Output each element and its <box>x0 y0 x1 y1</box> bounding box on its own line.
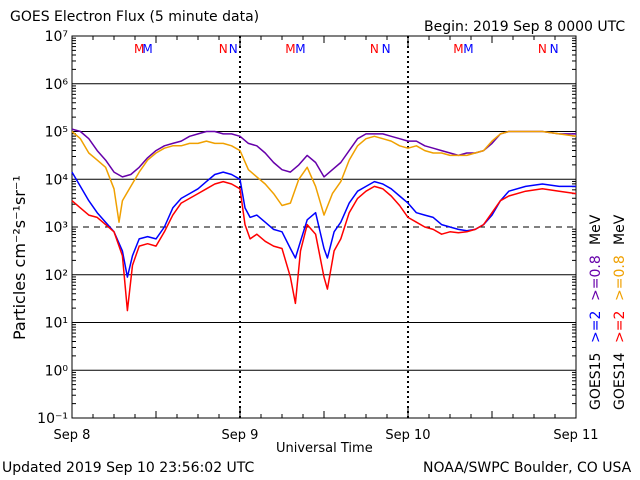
mn-marker: N <box>229 42 238 56</box>
mn-marker: M <box>134 42 144 56</box>
y-tick-label: 10⁷ <box>45 29 68 45</box>
mn-marker: M <box>285 42 295 56</box>
legend-label: GOES14 <box>612 352 628 410</box>
mn-marker: N <box>219 42 228 56</box>
x-tick-label: Sep 11 <box>553 428 598 443</box>
y-tick-label: 10⁴ <box>45 172 69 188</box>
x-axis-label: Universal Time <box>276 441 373 456</box>
series-line <box>71 180 577 312</box>
y-tick-label: 10³ <box>45 220 68 236</box>
begin-time: Begin: 2019 Sep 8 0000 UTC <box>424 19 626 35</box>
mn-marker: N <box>550 42 559 56</box>
credit-text: NOAA/SWPC Boulder, CO USA <box>423 460 632 476</box>
x-tick-label: Sep 9 <box>222 428 259 443</box>
mn-marker: N <box>370 42 379 56</box>
chart-title: GOES Electron Flux (5 minute data) <box>10 9 260 25</box>
y-axis-label: Particles cm⁻²s⁻¹sr⁻¹ <box>10 175 29 340</box>
legend-label: MeV <box>588 214 604 245</box>
legend-label: GOES15 <box>588 352 604 410</box>
mn-marker: M <box>453 42 463 56</box>
mn-marker: N <box>382 42 391 56</box>
y-tick-label: 10¹ <box>45 316 68 332</box>
updated-time: Updated 2019 Sep 10 23:56:02 UTC <box>2 460 255 476</box>
y-tick-label: 10⁻¹ <box>37 411 68 427</box>
mn-marker: N <box>538 42 547 56</box>
y-tick-label: 10² <box>45 268 68 284</box>
y-tick-label: 10⁵ <box>45 125 68 141</box>
x-tick-label: Sep 10 <box>385 428 430 443</box>
mn-marker: M <box>295 42 305 56</box>
mn-marker: M <box>142 42 152 56</box>
legend-label: >=0.8 <box>612 255 628 301</box>
series-line <box>71 171 576 278</box>
legend-label: >=2 <box>612 310 628 343</box>
legend-label: >=2 <box>588 310 604 343</box>
legend-label: >=0.8 <box>588 255 604 301</box>
series-line <box>71 128 576 178</box>
legend-label: MeV <box>612 214 628 245</box>
mn-marker: M <box>463 42 473 56</box>
y-tick-label: 10⁶ <box>45 77 69 93</box>
plot-frame <box>71 35 577 419</box>
x-tick-label: Sep 8 <box>54 428 91 443</box>
series-line <box>71 130 577 223</box>
y-tick-label: 10⁰ <box>45 363 69 379</box>
